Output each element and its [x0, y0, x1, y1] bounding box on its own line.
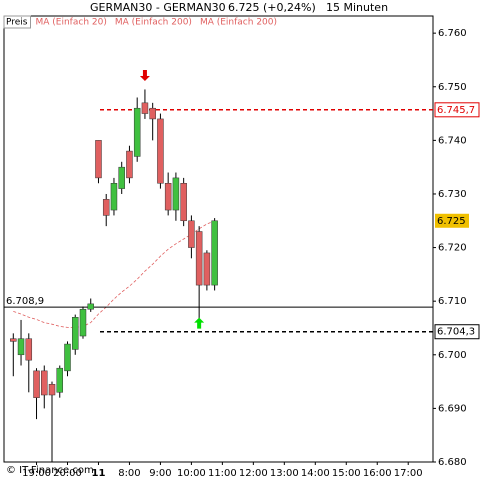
x-tick-label: 12:00 [239, 468, 268, 479]
legend-entry: Preis [6, 18, 28, 28]
plot-frame [3, 15, 434, 463]
legend-entry: MA (Einfach 200) [200, 18, 277, 28]
price-tag-label: 6.745,7 [437, 105, 475, 116]
candle-body [133, 107, 141, 157]
price-tag [434, 102, 480, 118]
price-tag [434, 324, 480, 340]
candle-body [211, 220, 218, 286]
x-tick-label: 9:00 [149, 468, 171, 479]
legend-box [3, 15, 31, 29]
candle-body [188, 220, 195, 248]
x-tick-label: 11 [92, 468, 106, 479]
x-tick-label: 10:00 [177, 468, 206, 479]
signal-arrow [139, 70, 150, 82]
candle-body [157, 118, 164, 184]
candle-body [180, 183, 187, 222]
candle-body [195, 231, 203, 286]
signal-arrow [194, 317, 205, 329]
candle-body [110, 183, 118, 211]
legend-entry: MA (Einfach 200) [115, 18, 192, 28]
candle-body [17, 338, 25, 356]
candle-body [64, 343, 71, 372]
y-tick-label: 6.710 [438, 296, 467, 307]
last-price-label: 6.725 [437, 216, 466, 227]
candle-body [102, 199, 110, 216]
last-price-tag [435, 213, 469, 228]
y-tick-label: 6.690 [438, 403, 467, 414]
candle-body [87, 303, 94, 310]
candle-body [149, 107, 156, 120]
footer: © IT-Finance.com [6, 465, 94, 476]
y-tick-label: 6.700 [438, 350, 467, 361]
y-tick-label: 6.730 [438, 189, 467, 200]
x-tick-label: 16:00 [363, 468, 392, 479]
level-label: 6.708,9 [6, 296, 44, 307]
y-tick-label: 6.720 [438, 243, 467, 254]
candle-body [172, 177, 180, 211]
candle-body [164, 183, 172, 211]
x-tick-label: 11:00 [208, 468, 237, 479]
header-interval: 15 Minuten [326, 1, 388, 14]
header-symbol: GERMAN30 - GERMAN30 [90, 1, 226, 14]
candle-body [33, 370, 40, 398]
legend-entry: MA (Einfach 20) [36, 18, 107, 28]
x-tick-label: 13:00 [270, 468, 299, 479]
candle-body [71, 317, 79, 350]
x-tick-label: 15:00 [332, 468, 361, 479]
header-quote: 6.725 (+0,24%) [228, 1, 316, 14]
candle-body [79, 308, 87, 337]
candle-body [10, 338, 17, 342]
candle-body [95, 140, 102, 179]
candle-body [56, 367, 64, 393]
y-tick-label: 6.750 [438, 82, 467, 93]
y-tick-label: 6.760 [438, 28, 467, 39]
x-tick-label: 8:00 [118, 468, 140, 479]
candle-body [41, 370, 48, 396]
y-tick-label: 6.740 [438, 135, 467, 146]
x-tick-label: 14:00 [301, 468, 330, 479]
candle-body [203, 252, 211, 286]
candle-body [141, 102, 149, 114]
x-tick-label: 19:00 [22, 468, 51, 479]
candle-body [25, 338, 33, 361]
y-tick-label: 6.680 [438, 457, 467, 468]
candle-body [48, 384, 56, 396]
candle-body [126, 150, 133, 179]
x-tick-label: 17:00 [394, 468, 423, 479]
price-tag-label: 6.704,3 [437, 327, 475, 338]
candle-body [118, 166, 125, 189]
ma-line [13, 220, 215, 328]
x-tick-label: 20:00 [53, 468, 82, 479]
